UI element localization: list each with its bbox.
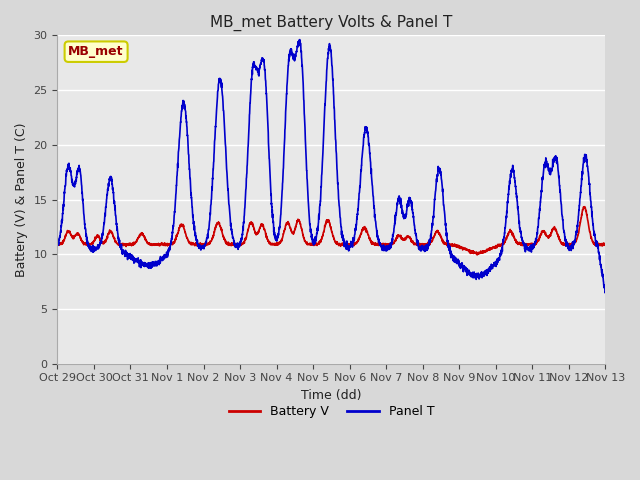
Panel T [116,244,124,250]
Battery V [287,228,295,234]
Battery V [591,242,599,248]
Battery V [264,237,271,242]
Battery V [473,252,481,258]
Battery V [602,242,609,248]
Panel T [591,231,598,237]
Battery V [116,241,124,247]
Battery V [581,204,589,210]
Panel T [148,264,156,270]
Line: Panel T: Panel T [58,39,605,293]
Panel T [602,289,609,295]
Line: Battery V: Battery V [58,207,605,255]
Text: MB_met: MB_met [68,45,124,58]
Panel T [287,46,295,52]
Panel T [532,236,540,241]
Battery V [54,242,61,248]
Panel T [54,240,61,245]
Y-axis label: Battery (V) & Panel T (C): Battery (V) & Panel T (C) [15,122,28,277]
Legend: Battery V, Panel T: Battery V, Panel T [223,400,439,423]
X-axis label: Time (dd): Time (dd) [301,389,362,402]
Panel T [602,290,609,296]
Title: MB_met Battery Volts & Panel T: MB_met Battery Volts & Panel T [210,15,452,31]
Panel T [296,36,303,42]
Panel T [264,115,271,121]
Battery V [148,242,156,248]
Battery V [532,241,540,247]
